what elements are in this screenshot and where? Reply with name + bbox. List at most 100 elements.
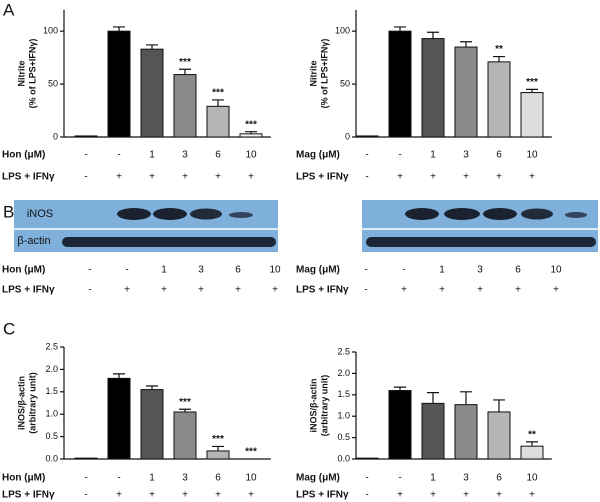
y-tick-label: 50 [340, 78, 350, 88]
condition-value: - [365, 473, 368, 484]
condition-value: + [149, 490, 155, 501]
error-bar [212, 99, 224, 107]
bar [454, 46, 478, 138]
error-bar [146, 385, 158, 390]
condition-value: 1 [149, 150, 155, 161]
condition-value: 3 [463, 150, 469, 161]
y-tick-label: 0.0 [45, 453, 58, 463]
condition-value: 6 [215, 473, 221, 484]
condition-value: - [125, 265, 128, 276]
condition-value: + [149, 172, 155, 183]
bar [140, 48, 164, 138]
bar [239, 133, 263, 138]
bar [173, 74, 197, 138]
condition-value: - [398, 473, 401, 484]
condition-value: + [161, 285, 167, 296]
condition-value: + [182, 172, 188, 183]
condition-value: 6 [496, 150, 502, 161]
condition-value: - [84, 490, 87, 501]
condition-value: + [182, 490, 188, 501]
panel-label: C [3, 319, 15, 338]
condition-label: LPS + IFNγ [296, 172, 349, 183]
condition-value: - [88, 285, 91, 296]
bar [421, 402, 445, 460]
condition-value: 1 [149, 473, 155, 484]
condition-value: 10 [245, 150, 257, 161]
error-bar [394, 386, 406, 391]
y-tick-label: 0.5 [45, 431, 58, 441]
condition-value: + [463, 172, 469, 183]
condition-value: 1 [430, 473, 436, 484]
y-tick-label: 1.0 [45, 409, 58, 419]
y-axis-label: (arbitrary unit) [319, 375, 329, 437]
bar [74, 135, 98, 138]
error-bar [460, 391, 472, 405]
y-tick-label: 2.0 [337, 368, 350, 378]
condition-value: + [198, 285, 204, 296]
significance: ** [495, 44, 503, 55]
condition-value: + [248, 172, 254, 183]
condition-value: 1 [430, 150, 436, 161]
condition-value: - [84, 172, 87, 183]
condition-value: + [215, 172, 221, 183]
condition-value: - [398, 150, 401, 161]
condition-value: + [124, 285, 130, 296]
error-bar [526, 441, 538, 447]
condition-value: + [397, 490, 403, 501]
condition-value: + [116, 172, 122, 183]
significance: *** [212, 434, 224, 445]
y-axis-label: iNOS/β-actin [16, 376, 26, 430]
bar [388, 30, 412, 138]
bar [388, 390, 412, 460]
y-tick-label: 0.0 [337, 453, 350, 463]
y-axis-label: iNOS/β-actin [308, 379, 318, 433]
error-bar [493, 55, 505, 62]
condition-value: + [235, 285, 241, 296]
bar [74, 457, 98, 460]
blot-row-label: β-actin [17, 235, 50, 247]
error-bar [394, 26, 406, 32]
y-tick-label: 2.0 [45, 364, 58, 374]
condition-value: + [515, 285, 521, 296]
error-bar [212, 445, 224, 451]
condition-label: Hon (μM) [2, 150, 45, 161]
bar [520, 445, 544, 460]
condition-value: - [365, 150, 368, 161]
y-tick-label: 1.5 [337, 389, 350, 399]
bar [140, 389, 164, 460]
panel-label: A [3, 0, 15, 19]
condition-value: 6 [496, 473, 502, 484]
condition-value: - [365, 172, 368, 183]
error-bar [493, 399, 505, 412]
significance: *** [179, 397, 191, 408]
bar [454, 404, 478, 460]
significance: ** [528, 430, 536, 441]
condition-label: LPS + IFNγ [2, 490, 55, 501]
condition-value: - [117, 473, 120, 484]
y-tick-label: 50 [48, 78, 58, 88]
error-bar [245, 131, 257, 134]
error-bar [179, 68, 191, 75]
bar [173, 411, 197, 460]
condition-value: + [430, 172, 436, 183]
significance: *** [526, 77, 538, 88]
condition-value: 3 [182, 150, 188, 161]
significance: *** [245, 447, 257, 458]
condition-value: 10 [550, 265, 562, 276]
condition-value: + [439, 285, 445, 296]
error-bar [113, 373, 125, 379]
blot-left [14, 200, 278, 252]
y-tick-label: 1.0 [337, 411, 350, 421]
condition-label: LPS + IFNγ [296, 285, 349, 296]
condition-value: - [84, 150, 87, 161]
y-tick-label: 100 [335, 26, 350, 36]
condition-value: 1 [439, 265, 445, 276]
condition-value: + [430, 490, 436, 501]
condition-value: - [88, 265, 91, 276]
y-tick-label: 0 [345, 131, 350, 141]
significance: *** [179, 57, 191, 68]
condition-value: + [496, 172, 502, 183]
condition-value: 6 [235, 265, 241, 276]
y-tick-label: 2.5 [45, 341, 58, 351]
